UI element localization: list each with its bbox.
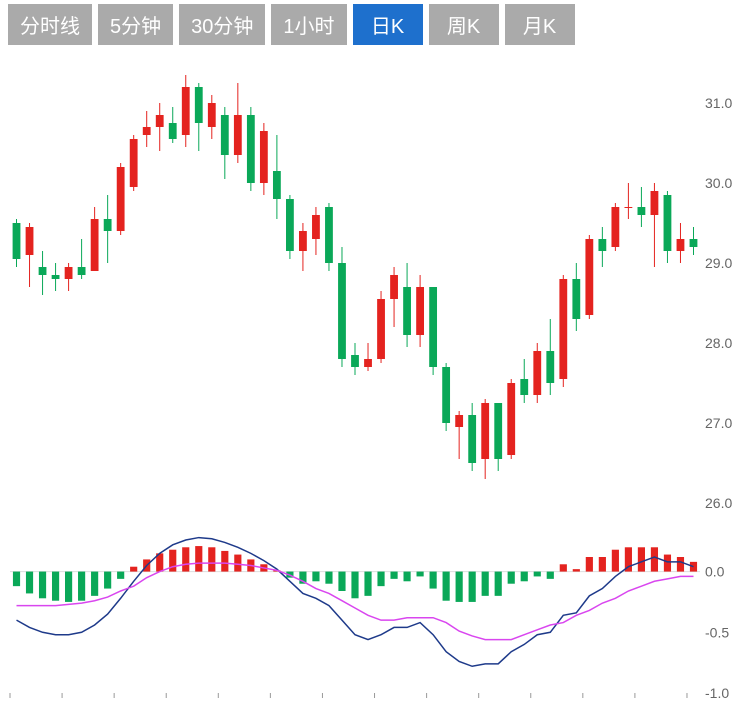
timeframe-tabs: 分时线 5分钟 30分钟 1小时 日K 周K 月K [0,0,749,53]
svg-text:27.0: 27.0 [705,415,732,431]
tab-day-k[interactable]: 日K [353,4,423,45]
tab-week-k[interactable]: 周K [429,4,499,45]
tab-1hour[interactable]: 1小时 [271,4,346,45]
svg-text:30.0: 30.0 [705,175,732,191]
candlestick-chart[interactable]: 26.0 27.0 28.0 29.0 30.0 31.0 [0,53,749,513]
tab-5min[interactable]: 5分钟 [98,4,173,45]
svg-text:31.0: 31.0 [705,95,732,111]
svg-text:28.0: 28.0 [705,335,732,351]
svg-text:29.0: 29.0 [705,255,732,271]
macd-chart[interactable]: -1.0-0.50.0 [0,513,749,713]
tab-month-k[interactable]: 月K [505,4,575,45]
tab-tick[interactable]: 分时线 [8,4,92,45]
svg-text:26.0: 26.0 [705,495,732,511]
chart-container: 26.027.028.029.030.031.0 -1.0-0.50.0 [0,53,749,713]
tab-30min[interactable]: 30分钟 [179,4,265,45]
svg-text:0.0: 0.0 [705,564,725,580]
svg-text:-0.5: -0.5 [705,624,729,640]
